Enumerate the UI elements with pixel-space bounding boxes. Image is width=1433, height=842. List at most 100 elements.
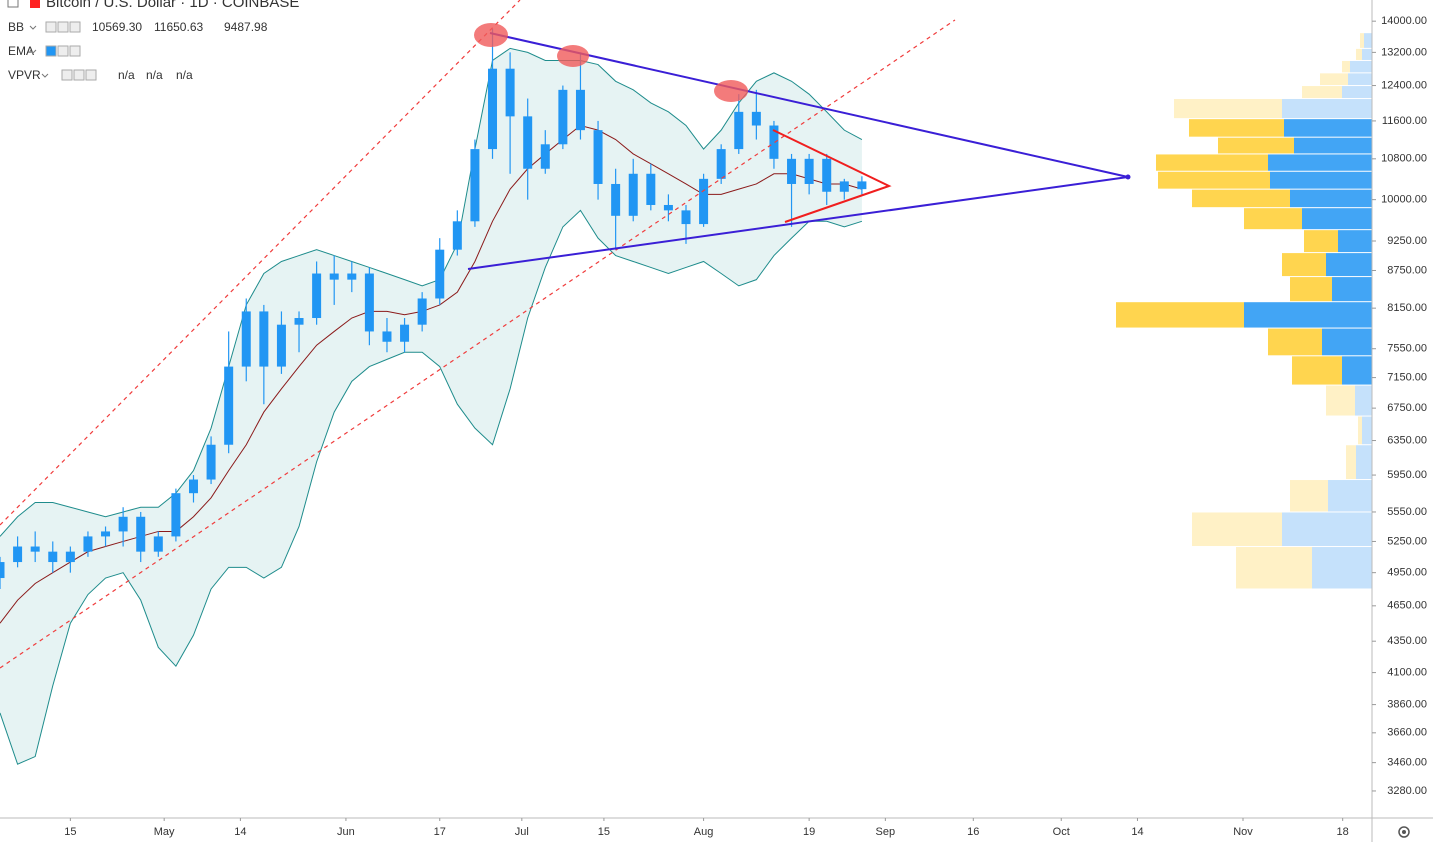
vp-up <box>1332 277 1372 302</box>
x-tick-label: Jul <box>515 826 529 838</box>
header: Bitcoin / U.S. Dollar · 1D · COINBASE <box>7 0 299 11</box>
vp-up <box>1282 512 1372 547</box>
vp-down <box>1158 171 1270 189</box>
vp-up <box>1342 356 1372 385</box>
dropdown-caret[interactable] <box>29 49 37 54</box>
candle-body <box>699 178 709 225</box>
x-tick-label: Sep <box>876 826 896 838</box>
vp-down <box>1268 328 1322 356</box>
vp-down <box>1290 480 1328 512</box>
vp-down <box>1282 253 1326 277</box>
y-tick-label: 4650.00 <box>1387 600 1427 612</box>
y-tick-label: 4100.00 <box>1387 667 1427 679</box>
legend-button[interactable] <box>57 45 69 57</box>
highlight <box>474 23 508 47</box>
candle-body <box>435 249 445 299</box>
vp-up <box>1362 416 1372 445</box>
y-tick-label: 10800.00 <box>1381 153 1427 165</box>
y-tick-label: 13200.00 <box>1381 46 1427 58</box>
legend: BB 10569.30 11650.63 9487.98 EMA VPVR n/a n/a n/… <box>8 20 268 82</box>
vp-up <box>1364 33 1372 48</box>
legend-button[interactable] <box>73 69 85 81</box>
y-tick-label: 7550.00 <box>1387 343 1427 355</box>
vp-down <box>1304 230 1338 253</box>
vp-up <box>1350 60 1372 73</box>
channel-line <box>0 0 521 526</box>
vp-down <box>1292 356 1342 385</box>
candle-body <box>558 89 568 145</box>
highlight <box>714 80 748 102</box>
legend-button[interactable] <box>69 45 81 57</box>
x-tick-label: May <box>154 826 175 838</box>
indicator-value: n/a <box>146 68 163 82</box>
vp-up <box>1338 230 1372 253</box>
candle-body <box>822 158 832 192</box>
collapse-icon[interactable] <box>7 0 19 8</box>
candle-body <box>171 493 181 537</box>
symbol-icon <box>30 0 40 8</box>
y-tick-label: 7150.00 <box>1387 372 1427 384</box>
vp-up <box>1326 253 1372 277</box>
legend-button[interactable] <box>45 45 57 57</box>
candle-body <box>523 116 533 169</box>
vp-up <box>1282 99 1372 119</box>
vp-up <box>1290 189 1372 208</box>
candle-body <box>118 516 128 532</box>
candle-body <box>839 181 849 192</box>
vp-down <box>1116 302 1244 328</box>
indicator-name: EMA <box>8 44 34 58</box>
vp-up <box>1302 208 1372 230</box>
x-tick-label: Nov <box>1233 826 1253 838</box>
vp-up <box>1342 86 1372 99</box>
x-tick-label: Aug <box>694 826 714 838</box>
vp-down <box>1356 48 1362 60</box>
indicator-value: n/a <box>118 68 135 82</box>
vp-up <box>1362 48 1372 60</box>
legend-button[interactable] <box>61 69 73 81</box>
dropdown-caret[interactable] <box>41 73 49 78</box>
y-tick-label: 10000.00 <box>1381 194 1427 206</box>
vp-down <box>1360 33 1364 48</box>
candle-body <box>48 551 58 563</box>
x-tick-label: 19 <box>803 826 815 838</box>
candle-body <box>206 444 216 480</box>
legend-button[interactable] <box>85 69 97 81</box>
candle-body <box>83 536 93 552</box>
settings-icon[interactable] <box>1398 826 1410 838</box>
plot-area <box>0 28 1372 765</box>
y-tick-label: 5550.00 <box>1387 506 1427 518</box>
vp-up <box>1294 137 1372 154</box>
legend-button[interactable] <box>45 21 57 33</box>
indicator-name: BB <box>8 20 24 34</box>
symbol-title: Bitcoin / U.S. Dollar · 1D · COINBASE <box>46 0 299 11</box>
dropdown-caret[interactable] <box>29 25 37 30</box>
candle-body <box>488 68 498 150</box>
y-tick-label: 12400.00 <box>1381 79 1427 91</box>
vp-up <box>1284 119 1372 137</box>
candle-body <box>611 183 621 216</box>
candle-body <box>276 324 286 367</box>
indicator-value: 11650.63 <box>154 20 203 34</box>
candle-body <box>751 111 761 126</box>
candle-body <box>540 144 550 169</box>
candle-body <box>716 149 726 179</box>
candle-body <box>470 149 480 222</box>
candle-body <box>136 516 146 552</box>
y-tick-label: 3860.00 <box>1387 698 1427 710</box>
vp-up <box>1355 385 1372 416</box>
x-tick-label: 15 <box>598 826 610 838</box>
candle-body <box>663 204 673 211</box>
vp-up <box>1244 302 1372 328</box>
y-tick-label: 6750.00 <box>1387 402 1427 414</box>
vp-down <box>1244 208 1302 230</box>
x-tick-label: Jun <box>337 826 355 838</box>
legend-button[interactable] <box>69 21 81 33</box>
candle-body <box>30 546 40 552</box>
vp-down <box>1302 86 1342 99</box>
vp-up <box>1322 328 1372 356</box>
legend-button[interactable] <box>57 21 69 33</box>
y-tick-label: 4950.00 <box>1387 567 1427 579</box>
candle-body <box>382 331 392 342</box>
